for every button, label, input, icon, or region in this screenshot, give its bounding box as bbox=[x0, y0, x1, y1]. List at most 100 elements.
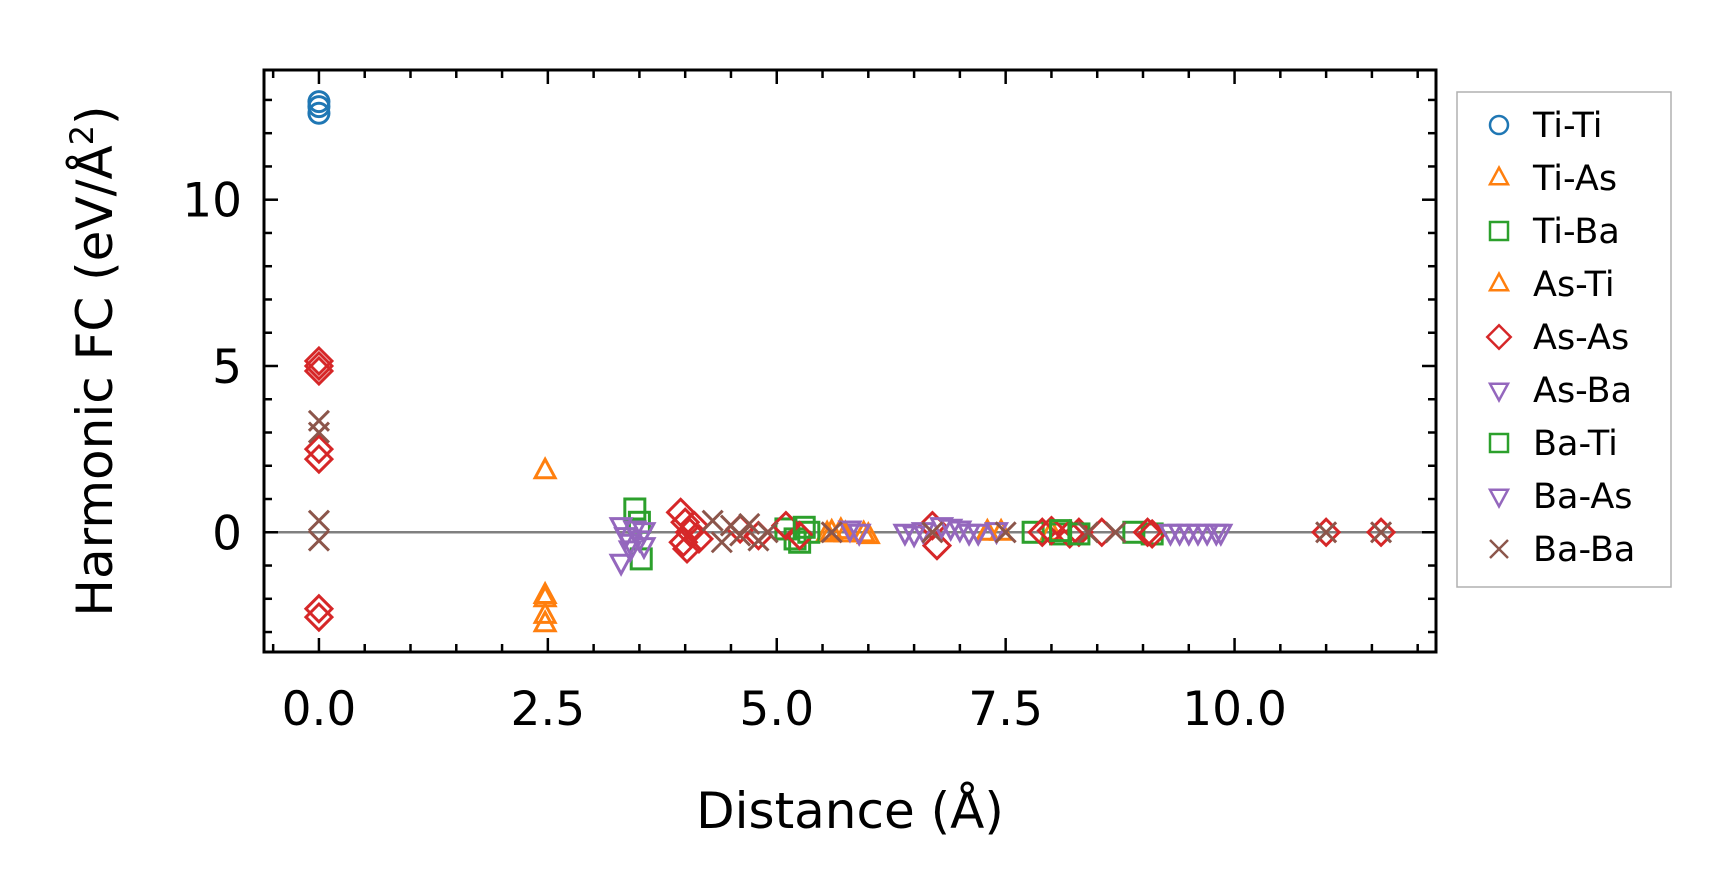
legend-item: Ti-Ti bbox=[1488, 106, 1602, 146]
series-As-As bbox=[303, 345, 1397, 633]
data-point bbox=[303, 593, 335, 624]
data-point bbox=[792, 515, 816, 539]
legend-label: As-Ba bbox=[1533, 371, 1632, 411]
data-point bbox=[307, 421, 330, 444]
data-point bbox=[837, 520, 863, 544]
series-Ba-As bbox=[608, 518, 1234, 577]
data-point bbox=[1370, 521, 1393, 544]
legend-marker bbox=[1488, 220, 1510, 242]
legend-marker bbox=[1487, 165, 1511, 186]
data-point bbox=[303, 345, 335, 377]
data-point bbox=[1157, 523, 1183, 547]
x-tick-label: 5.0 bbox=[739, 682, 814, 737]
data-point bbox=[679, 510, 710, 541]
legend-label: Ba-Ba bbox=[1533, 530, 1635, 570]
data-point bbox=[1176, 523, 1202, 547]
data-point bbox=[994, 521, 1017, 544]
legend-item: Ba-Ti bbox=[1488, 424, 1618, 464]
data-point bbox=[938, 518, 964, 542]
legend-item: As-Ti bbox=[1487, 265, 1615, 305]
legend-marker bbox=[1487, 488, 1511, 509]
legend-marker bbox=[1487, 271, 1511, 292]
data-point bbox=[303, 443, 335, 475]
data-point bbox=[1122, 520, 1146, 544]
data-point bbox=[307, 529, 330, 552]
data-point bbox=[631, 537, 657, 561]
legend-label: As-As bbox=[1533, 318, 1629, 358]
data-point bbox=[307, 101, 331, 125]
x-axis-label: Distance (Å) bbox=[696, 782, 1004, 840]
data-point bbox=[1311, 517, 1342, 548]
legend-label: Ti-Ti bbox=[1532, 106, 1602, 146]
legend-marker bbox=[1488, 114, 1510, 136]
x-tick-label: 10.0 bbox=[1182, 682, 1287, 737]
legend-marker bbox=[1488, 432, 1510, 454]
data-point bbox=[921, 521, 944, 544]
y-axis-label: Harmonic FC (eV/Å2) bbox=[63, 105, 124, 616]
data-point bbox=[956, 523, 982, 547]
data-point bbox=[683, 523, 715, 555]
data-point bbox=[1104, 521, 1127, 544]
y-tick-label: 10 bbox=[182, 174, 242, 229]
data-point bbox=[671, 533, 703, 565]
legend-frame bbox=[1456, 91, 1672, 588]
legend-item: Ba-Ba bbox=[1489, 530, 1635, 570]
series-Ti-Ti bbox=[307, 90, 331, 125]
data-point bbox=[797, 520, 821, 544]
x-tick-label: 2.5 bbox=[510, 682, 585, 737]
data-point bbox=[710, 531, 733, 554]
data-point bbox=[532, 456, 558, 480]
data-point bbox=[701, 509, 724, 532]
data-points bbox=[303, 90, 1397, 633]
x-tick-label: 7.5 bbox=[968, 682, 1043, 737]
data-point bbox=[1194, 523, 1220, 547]
legend-marker bbox=[1489, 539, 1509, 559]
data-point bbox=[1021, 520, 1045, 544]
data-point bbox=[784, 520, 815, 551]
data-point bbox=[617, 540, 643, 564]
x-tick-label: 0.0 bbox=[282, 682, 357, 737]
data-point bbox=[819, 517, 845, 541]
data-point bbox=[1315, 521, 1338, 544]
data-point bbox=[756, 521, 779, 544]
data-point bbox=[820, 521, 843, 544]
data-point bbox=[623, 497, 647, 521]
data-point bbox=[892, 523, 918, 547]
data-point bbox=[1137, 518, 1168, 550]
x-tick-labels: 0.0 2.5 5.0 7.5 10.0 bbox=[282, 682, 1287, 737]
data-point bbox=[307, 95, 331, 119]
data-point bbox=[738, 512, 761, 536]
series-Ti-As bbox=[532, 456, 1064, 633]
data-point bbox=[1208, 523, 1234, 547]
data-point bbox=[303, 434, 335, 465]
data-point bbox=[670, 507, 701, 538]
legend-label: Ti-As bbox=[1532, 159, 1617, 199]
legend-marker bbox=[1487, 382, 1511, 403]
legend-item: Ba-As bbox=[1487, 477, 1633, 517]
data-point bbox=[921, 530, 953, 561]
data-point bbox=[303, 601, 335, 633]
data-point bbox=[303, 350, 335, 382]
data-point bbox=[1049, 519, 1073, 543]
plot-frame bbox=[262, 68, 1438, 654]
legend-item: Ti-Ba bbox=[1488, 212, 1620, 252]
data-point bbox=[1054, 518, 1085, 550]
legend-item: Ti-As bbox=[1487, 159, 1617, 199]
plot-background bbox=[264, 70, 1436, 652]
legend: Ti-Ti Ti-As Ti-Ba As-Ti As-As As-Ba Ba-Ti Ba-As… bbox=[1456, 91, 1672, 588]
data-point bbox=[729, 524, 752, 547]
data-point bbox=[303, 355, 335, 387]
data-point bbox=[532, 584, 558, 608]
legend-label: As-Ti bbox=[1533, 265, 1615, 305]
legend-label: Ba-As bbox=[1533, 477, 1633, 517]
data-point bbox=[851, 519, 877, 543]
data-point bbox=[974, 517, 1000, 541]
data-point bbox=[532, 600, 558, 624]
data-point bbox=[846, 523, 872, 547]
legend-label: Ba-Ti bbox=[1533, 424, 1618, 464]
data-point bbox=[1077, 521, 1100, 544]
data-point bbox=[631, 522, 657, 546]
data-point bbox=[532, 609, 558, 633]
legend-item: As-Ba bbox=[1487, 371, 1632, 411]
